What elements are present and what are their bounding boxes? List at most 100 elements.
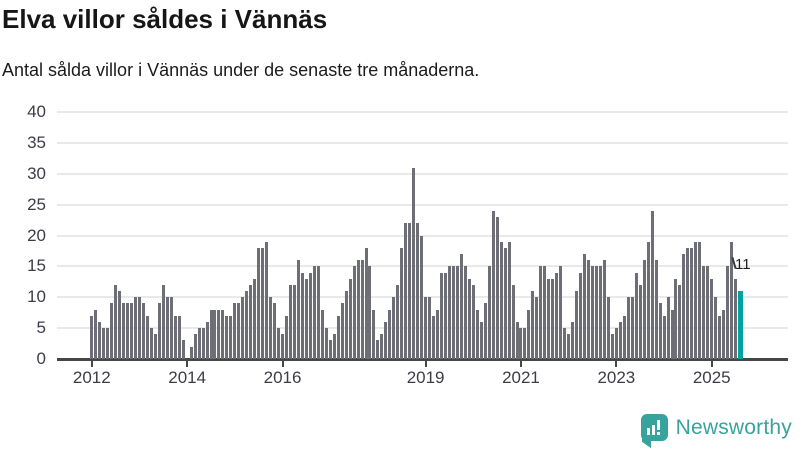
x-axis-label-2019: 2019 bbox=[406, 368, 445, 387]
bar bbox=[670, 309, 674, 359]
bar bbox=[201, 328, 205, 359]
bar bbox=[197, 328, 201, 359]
bar bbox=[432, 315, 436, 359]
bar bbox=[320, 309, 324, 359]
bar bbox=[658, 303, 662, 359]
y-axis-label-10: 10 bbox=[27, 287, 46, 307]
bar bbox=[165, 297, 169, 359]
mini-barchart-glyph bbox=[646, 420, 663, 435]
bar bbox=[149, 328, 153, 359]
bar bbox=[511, 284, 515, 359]
bar bbox=[698, 241, 702, 359]
gridline-y-35 bbox=[57, 141, 788, 144]
bar-current-highlight bbox=[738, 291, 744, 359]
x-axis-label-2023: 2023 bbox=[597, 368, 636, 387]
bar bbox=[443, 272, 447, 359]
bar bbox=[650, 210, 654, 359]
bar bbox=[94, 309, 98, 359]
bar bbox=[507, 241, 511, 359]
bar bbox=[622, 315, 626, 359]
bar bbox=[308, 272, 312, 359]
bar bbox=[471, 284, 475, 359]
bar bbox=[364, 247, 368, 359]
bar bbox=[594, 266, 598, 359]
bar bbox=[324, 328, 328, 359]
bar bbox=[428, 297, 432, 359]
x-axis-label-2016: 2016 bbox=[263, 368, 302, 387]
bar bbox=[555, 272, 559, 359]
bar bbox=[300, 272, 304, 359]
y-axis-label-30: 30 bbox=[27, 163, 46, 183]
bar bbox=[312, 266, 316, 359]
bar bbox=[408, 223, 412, 359]
bar bbox=[726, 266, 730, 359]
bar bbox=[551, 278, 555, 359]
bar bbox=[610, 334, 614, 359]
bar bbox=[126, 303, 130, 359]
newsworthy-logo[interactable]: Newsworthy bbox=[640, 414, 792, 449]
bar bbox=[606, 297, 610, 359]
bar bbox=[447, 266, 451, 359]
bar bbox=[189, 346, 193, 359]
x-axis-label-2025: 2025 bbox=[692, 368, 731, 387]
bar bbox=[388, 309, 392, 359]
bar bbox=[539, 266, 543, 359]
bar bbox=[229, 315, 233, 359]
bar bbox=[404, 223, 408, 359]
bar bbox=[213, 309, 217, 359]
bar bbox=[245, 291, 249, 359]
bar bbox=[336, 315, 340, 359]
bar bbox=[265, 241, 269, 359]
gridline-y-25 bbox=[57, 203, 788, 206]
bar bbox=[702, 266, 706, 359]
y-axis-label-20: 20 bbox=[27, 225, 46, 245]
bar bbox=[602, 260, 606, 359]
bar bbox=[531, 291, 535, 359]
bar bbox=[281, 334, 285, 359]
gridline-y-30 bbox=[57, 172, 788, 175]
bar bbox=[217, 309, 221, 359]
bar bbox=[368, 266, 372, 359]
bar bbox=[273, 303, 277, 359]
bar bbox=[730, 241, 734, 359]
x-axis-tick-2014 bbox=[186, 360, 189, 367]
last-value-annotation: 11 bbox=[735, 256, 751, 274]
x-axis-tick-2016 bbox=[281, 360, 284, 367]
bar bbox=[499, 241, 503, 359]
bar bbox=[122, 303, 126, 359]
x-axis-tick-2019 bbox=[424, 360, 427, 367]
bar bbox=[674, 278, 678, 359]
bar bbox=[332, 334, 336, 359]
bar bbox=[690, 247, 694, 359]
bar bbox=[233, 303, 237, 359]
bar bbox=[630, 297, 634, 359]
bar bbox=[249, 284, 253, 359]
gridline-y-40 bbox=[57, 111, 788, 113]
y-axis-label-40: 40 bbox=[27, 102, 46, 121]
bar bbox=[718, 315, 722, 359]
bar bbox=[487, 266, 491, 359]
bar bbox=[455, 266, 459, 359]
bar bbox=[253, 278, 257, 359]
chart-subtitle: Antal sålda villor i Vännäs under de sen… bbox=[2, 60, 480, 80]
bar bbox=[571, 321, 575, 359]
bar bbox=[503, 247, 507, 359]
bar bbox=[261, 247, 265, 359]
bar bbox=[161, 284, 165, 359]
bar bbox=[376, 340, 380, 359]
y-axis-label-15: 15 bbox=[27, 256, 46, 276]
bar bbox=[177, 315, 181, 359]
bar bbox=[356, 260, 360, 359]
bar bbox=[225, 315, 229, 359]
bar bbox=[714, 297, 718, 359]
bar bbox=[181, 340, 185, 359]
bar bbox=[328, 340, 332, 359]
bar bbox=[269, 297, 273, 359]
bar bbox=[519, 328, 523, 359]
bar bbox=[523, 328, 527, 359]
bar bbox=[440, 272, 443, 359]
bar bbox=[380, 334, 384, 359]
bar bbox=[304, 278, 308, 359]
bar bbox=[209, 309, 213, 359]
bar bbox=[352, 266, 356, 359]
